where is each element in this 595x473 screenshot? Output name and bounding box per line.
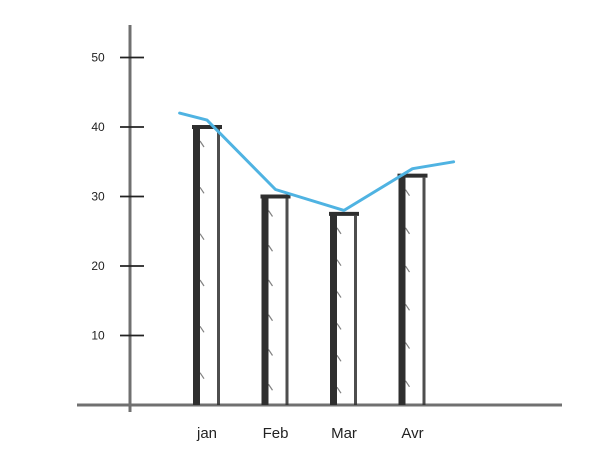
bar-texture-stroke bbox=[405, 189, 410, 196]
bar-texture-stroke bbox=[336, 386, 342, 394]
bar-texture-stroke bbox=[199, 233, 205, 240]
y-tick-label: 10 bbox=[91, 329, 105, 343]
axes-group bbox=[77, 25, 562, 412]
bar-texture-stroke bbox=[199, 279, 205, 287]
y-ticks-group: 10 20 30 40 50 bbox=[91, 51, 144, 343]
bar-left-edge bbox=[398, 175, 406, 405]
bar-texture-stroke bbox=[268, 244, 273, 252]
bar-left-edge bbox=[261, 196, 269, 405]
bar-texture-stroke bbox=[405, 303, 410, 311]
bar-texture-stroke bbox=[268, 314, 273, 322]
bar-texture-stroke bbox=[268, 383, 273, 391]
bar bbox=[192, 125, 222, 405]
x-labels-group: jan Feb Mar Avr bbox=[196, 425, 424, 442]
bar-texture-stroke bbox=[199, 372, 205, 379]
bar-texture-stroke bbox=[405, 227, 410, 235]
bar-top-cap bbox=[260, 194, 291, 199]
line-layer bbox=[178, 111, 456, 212]
bar bbox=[329, 211, 359, 405]
bar bbox=[397, 173, 428, 405]
y-tick-label: 50 bbox=[91, 51, 105, 65]
y-tick-label: 30 bbox=[91, 190, 105, 204]
x-category-label: jan bbox=[196, 425, 217, 442]
bar-texture-stroke bbox=[199, 140, 205, 148]
bar-top-cap bbox=[329, 211, 359, 216]
bar-texture-stroke bbox=[405, 380, 410, 388]
bar-texture-stroke bbox=[405, 265, 410, 273]
bar-texture-stroke bbox=[336, 354, 342, 362]
bar-texture-stroke bbox=[268, 279, 273, 287]
bar-texture-stroke bbox=[268, 349, 273, 356]
bar-right-edge bbox=[285, 198, 289, 405]
bars-group bbox=[192, 125, 428, 405]
bar-left-edge bbox=[330, 213, 337, 405]
bar-left-edge bbox=[193, 127, 200, 405]
bar-texture-stroke bbox=[199, 187, 205, 194]
y-tick-label: 20 bbox=[91, 259, 105, 273]
bar-right-edge bbox=[354, 215, 357, 405]
bar-texture-stroke bbox=[405, 342, 410, 349]
trend-line bbox=[178, 111, 456, 212]
x-category-label: Avr bbox=[401, 425, 423, 442]
bar-right-edge bbox=[217, 129, 220, 405]
bar-texture-stroke bbox=[336, 323, 342, 330]
bar bbox=[260, 194, 291, 405]
bar-top-cap bbox=[192, 125, 222, 129]
bar-top-cap bbox=[397, 173, 428, 178]
bar-texture-stroke bbox=[199, 326, 205, 333]
bar-texture-stroke bbox=[336, 259, 342, 267]
x-category-label: Mar bbox=[331, 425, 357, 442]
bar-right-edge bbox=[422, 177, 426, 405]
y-tick-label: 40 bbox=[91, 120, 105, 134]
bar-texture-stroke bbox=[336, 291, 342, 298]
x-category-label: Feb bbox=[263, 425, 289, 442]
bar-texture-stroke bbox=[336, 227, 342, 235]
bar-texture-stroke bbox=[268, 210, 273, 217]
